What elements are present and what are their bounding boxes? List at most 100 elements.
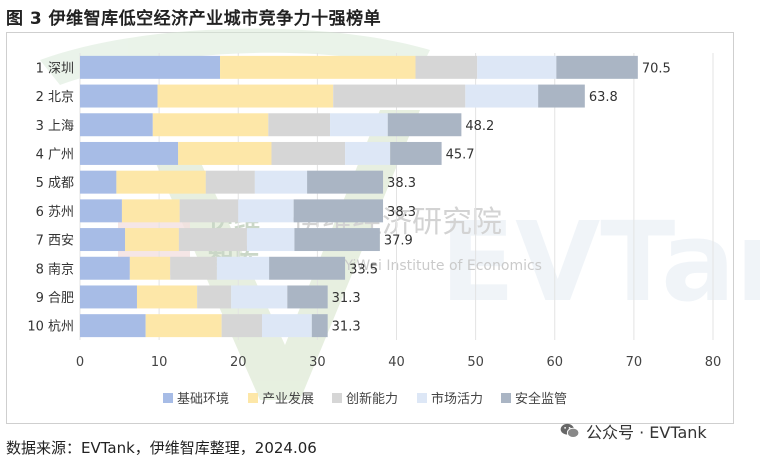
bar-segment [80, 314, 146, 338]
category-label: 3 上海 [36, 119, 74, 134]
legend-label: 市场活力 [431, 391, 483, 407]
total-label: 31.3 [332, 291, 361, 306]
category-label: 5 成都 [36, 176, 74, 191]
bar-segment [477, 55, 557, 79]
bar-segment [269, 256, 346, 280]
total-label: 45.7 [446, 147, 475, 162]
x-tick-label: 40 [388, 355, 405, 370]
x-tick-labels: 0 10 20 30 40 50 60 70 80 [76, 355, 721, 370]
bar-segment [80, 285, 137, 309]
bar-segment [231, 285, 288, 309]
legend-swatch [248, 393, 258, 403]
bar-segment [152, 113, 269, 137]
bar-segment [178, 228, 247, 252]
bar-segment [80, 55, 221, 79]
bar-segment [205, 170, 255, 194]
category-label: 4 广州 [36, 147, 74, 162]
legend-label: 创新能力 [346, 391, 398, 407]
source-note: 数据来源：EVTank，伊维智库整理，2024.06 [6, 439, 317, 457]
bar-segment [390, 141, 442, 165]
bar-segment [129, 256, 171, 280]
total-label: 33.5 [349, 262, 378, 277]
bar-segment [80, 141, 179, 165]
bar-segment [271, 141, 346, 165]
watermark-en: China YiWei Institute of Economics [300, 258, 542, 274]
total-label: 38.3 [387, 205, 416, 220]
bar-segment [80, 113, 153, 137]
bar-segment [170, 256, 217, 280]
bars [80, 55, 638, 338]
bar-segment [261, 314, 312, 338]
total-label: 38.3 [387, 176, 416, 191]
bar-segment [307, 170, 384, 194]
bar-segment [538, 84, 585, 108]
bar-segment [387, 113, 462, 137]
legend-swatch [417, 393, 427, 403]
bar-segment [330, 113, 388, 137]
legend-swatch [332, 393, 342, 403]
x-tick-label: 30 [309, 355, 326, 370]
bar-segment [125, 228, 179, 252]
bar-segment [220, 55, 416, 79]
bar-segment [465, 84, 539, 108]
bar-segment [121, 199, 180, 223]
legend-label: 基础环境 [177, 392, 229, 407]
chart-title: 图 3 伊维智库低空经济产业城市竞争力十强榜单 [6, 9, 382, 29]
total-label: 70.5 [642, 61, 671, 76]
category-label: 7 西安 [36, 234, 74, 249]
bar-segment [268, 113, 331, 137]
legend-label: 安全监管 [515, 391, 567, 407]
bar-segment [80, 199, 122, 223]
category-label: 6 苏州 [36, 204, 74, 220]
legend-swatch [163, 393, 173, 403]
category-label: 1 深圳 [36, 61, 74, 76]
bar-segment [197, 285, 232, 309]
x-tick-label: 20 [230, 355, 247, 370]
category-label: 10 杭州 [27, 320, 74, 335]
bar-segment [345, 141, 391, 165]
total-label: 63.8 [589, 90, 618, 105]
wechat-icon [560, 423, 580, 438]
x-tick-label: 50 [467, 355, 484, 370]
category-label: 9 合肥 [36, 291, 74, 306]
bar-segment [415, 55, 478, 79]
bar-segment [80, 84, 158, 108]
bar-segment [116, 170, 206, 194]
bar-segment [145, 314, 222, 338]
total-label: 31.3 [332, 320, 361, 335]
bar-segment [80, 228, 126, 252]
x-tick-label: 60 [546, 355, 563, 370]
bar-segment [246, 228, 295, 252]
bar-segment [556, 55, 638, 79]
wechat-account: 公众号 · EVTank [560, 419, 707, 443]
legend-label: 产业发展 [262, 391, 314, 407]
bar-segment [80, 170, 117, 194]
legend: 基础环境 产业发展 创新能力 市场活力 安全监管 [163, 391, 567, 407]
bar-segment [216, 256, 270, 280]
x-tick-label: 0 [76, 355, 84, 370]
wechat-label: 公众号 · EVTank [586, 423, 707, 442]
category-labels: 1 深圳 2 北京 3 上海 4 广州 5 成都 6 苏州 7 西安 8 南京 9 合肥 10 杭… [27, 61, 74, 334]
bar-segment [136, 285, 198, 309]
bar-segment [238, 199, 294, 223]
x-tick-label: 70 [626, 355, 643, 370]
x-tick-label: 10 [151, 355, 168, 370]
category-label: 8 南京 [36, 261, 74, 277]
bar-segment [333, 84, 466, 108]
bar-segment [254, 170, 308, 194]
watermark-brand-text: EVTank [440, 198, 760, 326]
x-tick-label: 80 [705, 355, 722, 370]
legend-swatch [501, 393, 511, 403]
bar-segment [157, 84, 334, 108]
total-label: 37.9 [384, 234, 413, 249]
bar-segment [178, 141, 272, 165]
category-label: 2 北京 [36, 90, 74, 105]
bar-segment [294, 228, 380, 252]
watermark-swoosh [40, 28, 430, 85]
bar-segment [80, 256, 130, 280]
total-label: 48.2 [465, 119, 494, 134]
bar-segment [221, 314, 262, 338]
bar-segment [179, 199, 239, 223]
bar-segment [293, 199, 384, 223]
